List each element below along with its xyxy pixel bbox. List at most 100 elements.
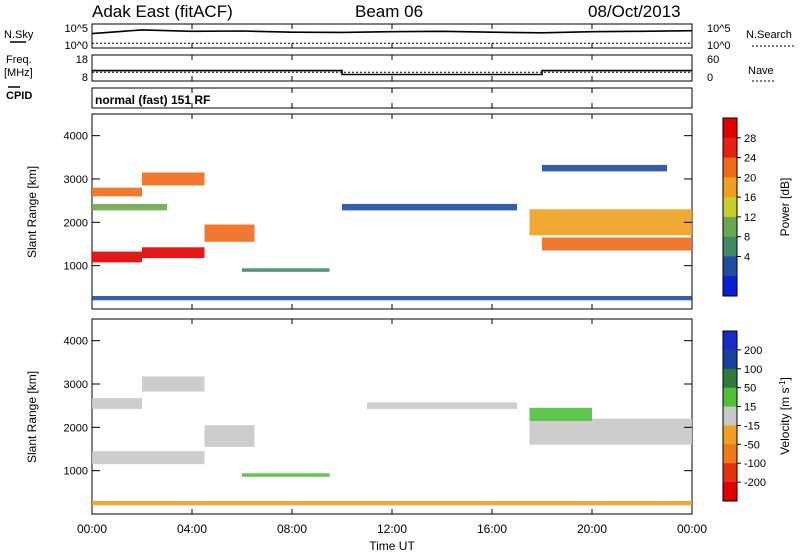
y-tick-label: 2000 bbox=[64, 422, 88, 434]
x-axis-label: Time UT bbox=[369, 539, 415, 553]
colorbar-tick-label: 8 bbox=[744, 232, 750, 244]
colorbar-block bbox=[723, 256, 737, 277]
scatter-region-8 bbox=[92, 501, 692, 506]
colorbar-tick-label: 4 bbox=[744, 251, 750, 263]
nsky-label: N.Sky bbox=[4, 29, 34, 41]
power-cells bbox=[92, 164, 692, 301]
scatter-region-6 bbox=[529, 418, 692, 445]
colorbar-tick-label: 15 bbox=[744, 402, 756, 414]
colorbar-block bbox=[723, 276, 737, 297]
freq-strip: Freq. [MHz] 18 8 Nave 60 0 bbox=[4, 54, 775, 84]
freq-tick-bottom: 8 bbox=[82, 72, 88, 84]
freq-label-line1: Freq. bbox=[6, 54, 32, 66]
freq-line bbox=[92, 69, 692, 76]
velocity-ylabel: Slant Range [km] bbox=[25, 371, 39, 463]
scatter-region-11 bbox=[92, 296, 692, 301]
power-ylabel: Slant Range [km] bbox=[25, 166, 39, 258]
power-colorbar-label: Power [dB] bbox=[778, 178, 792, 237]
colorbar-tick-label: -15 bbox=[744, 420, 760, 432]
colorbar-tick-label: 200 bbox=[744, 345, 762, 357]
scatter-region-10 bbox=[542, 164, 667, 172]
scatter-region-7 bbox=[529, 407, 592, 421]
x-axis: 00:00 04:00 08:00 12:00 16:00 20:00 00:00 bbox=[77, 24, 707, 536]
scatter-region-3 bbox=[92, 187, 142, 197]
colorbar-block bbox=[723, 387, 737, 408]
colorbar-block bbox=[723, 331, 737, 351]
scatter-region-9 bbox=[542, 237, 692, 251]
power-panel: 1000 2000 3000 4000 Slant Range [km] bbox=[25, 113, 693, 310]
colorbar-tick-label: 16 bbox=[744, 192, 756, 204]
scatter-region-0 bbox=[92, 451, 205, 465]
velocity-cells bbox=[92, 376, 692, 506]
nsky-tick-top: 10^5 bbox=[64, 23, 88, 35]
scatter-region-7 bbox=[342, 203, 517, 211]
nsky-tick-bottom: 10^0 bbox=[64, 40, 88, 52]
scatter-region-4 bbox=[242, 473, 330, 477]
y-tick-label: 3000 bbox=[64, 174, 88, 186]
scatter-region-2 bbox=[92, 398, 142, 409]
beam-title: Beam 06 bbox=[355, 2, 423, 21]
power-colorbar: 28 24 20 16 12 8 4 Power [dB] bbox=[722, 117, 792, 297]
y-tick-label: 4000 bbox=[64, 336, 88, 348]
scatter-region-6 bbox=[242, 268, 330, 272]
station-title: Adak East (fitACF) bbox=[92, 2, 233, 21]
scatter-region-5 bbox=[92, 203, 167, 211]
colorbar-block bbox=[723, 137, 737, 159]
colorbar-tick-label: 20 bbox=[744, 172, 756, 184]
y-tick-label: 2000 bbox=[64, 217, 88, 229]
velocity-colorbar-blocks bbox=[723, 331, 737, 502]
colorbar-tick-label: 28 bbox=[744, 133, 756, 145]
nsearch-tick-top: 10^5 bbox=[707, 23, 731, 35]
nsearch-tick-bottom: 10^0 bbox=[707, 40, 731, 52]
scatter-region-5 bbox=[367, 402, 517, 409]
colorbar-block bbox=[723, 118, 737, 139]
power-colorbar-ticks: 28 24 20 16 12 8 4 bbox=[737, 133, 756, 263]
x-tick-label: 00:00 bbox=[77, 522, 107, 536]
colorbar-tick-label: -100 bbox=[744, 458, 766, 470]
colorbar-tick-label: -200 bbox=[744, 477, 766, 489]
nave-tick-top: 60 bbox=[707, 54, 719, 66]
colorbar-tick-label: -50 bbox=[744, 439, 760, 451]
scatter-region-2 bbox=[204, 224, 255, 242]
colorbar-block bbox=[723, 216, 737, 238]
scatter-region-0 bbox=[92, 251, 142, 263]
colorbar-block bbox=[723, 463, 737, 483]
scatter-region-1 bbox=[142, 247, 205, 259]
y-tick-label: 3000 bbox=[64, 379, 88, 391]
colorbar-block bbox=[723, 425, 737, 445]
nave-tick-bottom: 0 bbox=[707, 72, 713, 84]
colorbar-tick-label: 50 bbox=[744, 383, 756, 395]
colorbar-block bbox=[723, 349, 737, 370]
velocity-yticks: 1000 2000 3000 4000 bbox=[64, 336, 692, 478]
scatter-region-8 bbox=[529, 209, 692, 236]
colorbar-block bbox=[723, 236, 737, 257]
colorbar-tick-label: 100 bbox=[744, 364, 762, 376]
cpid-label: CPID bbox=[6, 90, 32, 102]
colorbar-block bbox=[723, 157, 737, 178]
y-tick-label: 4000 bbox=[64, 131, 88, 143]
x-tick-label: 00:00 bbox=[677, 522, 707, 536]
x-tick-label: 08:00 bbox=[277, 522, 307, 536]
velocity-colorbar-ticks: 200 100 50 15 -15 -50 -100 -200 bbox=[737, 345, 766, 489]
y-tick-label: 1000 bbox=[64, 261, 88, 273]
colorbar-block bbox=[723, 444, 737, 464]
velocity-panel: 1000 2000 3000 4000 Slant Range [km] bbox=[25, 318, 693, 515]
y-tick-label: 1000 bbox=[64, 466, 88, 478]
date-title: 08/Oct/2013 bbox=[588, 2, 681, 21]
x-tick-label: 20:00 bbox=[577, 522, 607, 536]
colorbar-block bbox=[723, 482, 737, 502]
colorbar-block bbox=[723, 368, 737, 389]
velocity-colorbar: 200 100 50 15 -15 -50 -100 -200 Velocity [m s-1… bbox=[722, 330, 792, 502]
colorbar-block bbox=[723, 177, 737, 198]
freq-label-line2: [MHz] bbox=[4, 67, 33, 79]
nsearch-label: N.Search bbox=[746, 29, 792, 41]
freq-tick-top: 18 bbox=[76, 54, 88, 66]
colorbar-block bbox=[723, 197, 737, 218]
cpid-text: normal (fast) 151 RF bbox=[95, 93, 210, 107]
colorbar-block bbox=[723, 406, 737, 426]
nsky-line bbox=[91, 29, 693, 35]
scatter-region-3 bbox=[142, 376, 205, 392]
nsky-trace bbox=[91, 29, 693, 44]
x-tick-label: 04:00 bbox=[177, 522, 207, 536]
scatter-region-4 bbox=[142, 172, 205, 186]
